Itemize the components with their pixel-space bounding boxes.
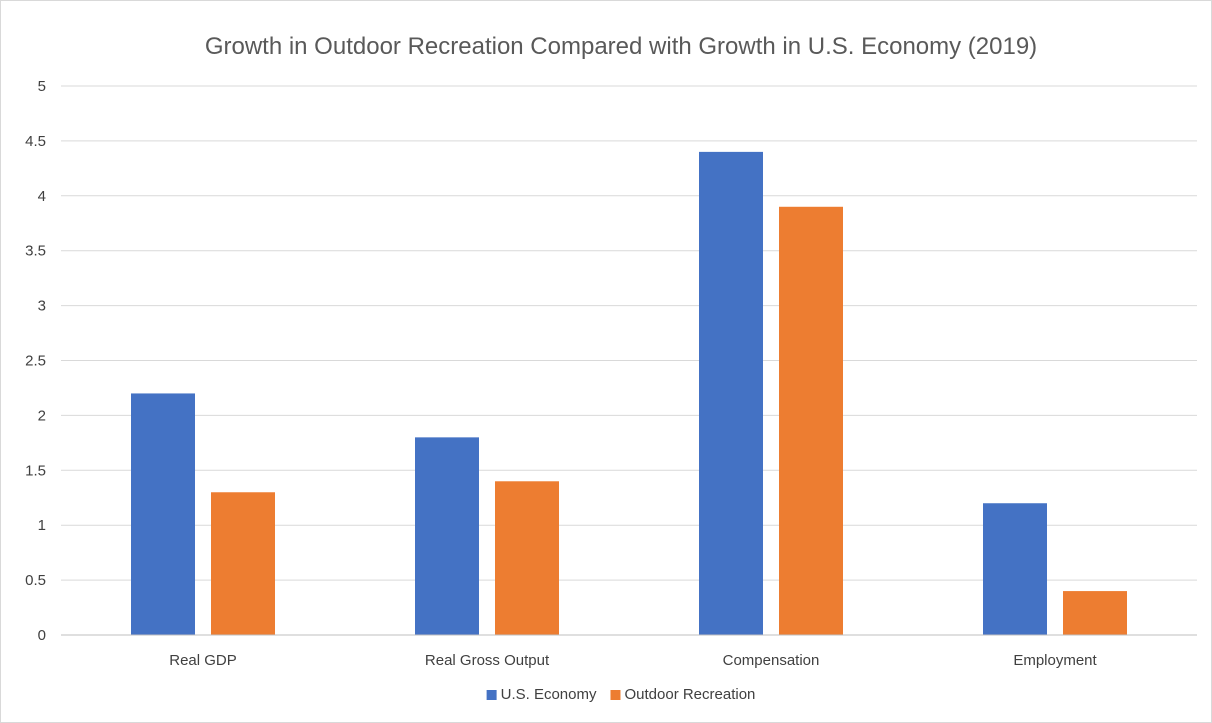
legend: U.S. Economy Outdoor Recreation: [486, 686, 755, 703]
bar-us-economy-real-gdp: [131, 393, 195, 635]
legend-swatch: [610, 690, 621, 700]
legend-label: Outdoor Recreation: [624, 686, 755, 703]
legend-swatch: [486, 690, 497, 700]
bar-us-economy-real-gross-output: [415, 437, 479, 635]
bar-us-economy-employment: [983, 503, 1047, 635]
x-tick-label: Compensation: [723, 652, 820, 669]
y-tick-label: 5: [38, 78, 46, 95]
y-tick-label: 3.5: [25, 243, 46, 260]
legend-label: U.S. Economy: [501, 686, 597, 703]
x-axis-tick-labels: Real GDP Real Gross Output Compensation Emp…: [169, 652, 1097, 669]
x-tick-label: Real GDP: [169, 652, 237, 669]
y-tick-label: 1: [38, 517, 46, 534]
x-tick-label: Real Gross Output: [425, 652, 550, 669]
x-tick-label: Employment: [1013, 652, 1097, 669]
bar-outdoor-recreation-real-gross-output: [495, 481, 559, 635]
y-tick-label: 4: [38, 188, 46, 205]
bar-us-economy-compensation: [699, 151, 763, 635]
y-axis-tick-labels: 0 0.5 1 1.5 2 2.5 3 3.5 4 4.5 5: [25, 78, 46, 644]
legend-item: U.S. Economy: [486, 686, 597, 703]
bar-outdoor-recreation-compensation: [779, 206, 843, 635]
y-tick-label: 0.5: [25, 572, 46, 589]
y-tick-label: 4.5: [25, 133, 46, 150]
bar-outdoor-recreation-real-gdp: [211, 492, 275, 635]
y-tick-label: 0: [38, 627, 46, 644]
chart-title: Growth in Outdoor Recreation Compared wi…: [205, 33, 1037, 60]
bars: [131, 151, 1127, 635]
y-tick-label: 2: [38, 407, 46, 424]
legend-item: Outdoor Recreation: [610, 686, 755, 703]
y-tick-label: 1.5: [25, 462, 46, 479]
y-tick-label: 3: [38, 298, 46, 315]
bar-outdoor-recreation-employment: [1063, 591, 1127, 635]
y-tick-label: 2.5: [25, 353, 46, 370]
